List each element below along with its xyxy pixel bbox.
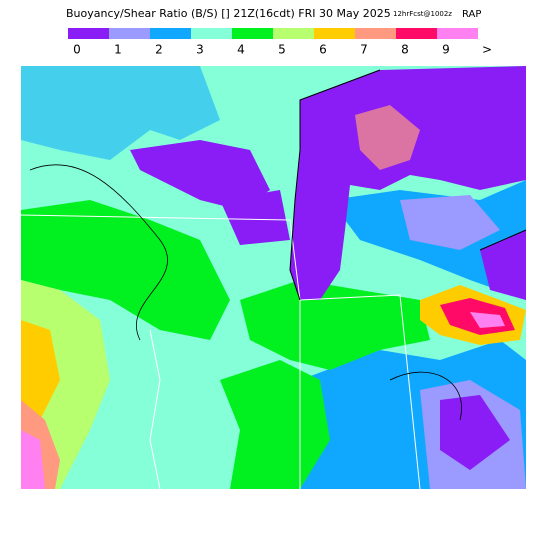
legend-swatch bbox=[150, 28, 191, 39]
legend-overflow: > bbox=[482, 43, 492, 57]
legend-label: 5 bbox=[278, 43, 286, 57]
field-purple bbox=[220, 190, 290, 245]
legend-label: 4 bbox=[237, 43, 245, 57]
legend-swatch bbox=[109, 28, 150, 39]
legend-swatch bbox=[191, 28, 232, 39]
legend-swatch bbox=[396, 28, 437, 39]
field-yellow bbox=[21, 320, 60, 420]
forecast-label: 12hrFcst@1002z bbox=[393, 10, 452, 18]
field-green bbox=[21, 200, 230, 340]
legend-swatch bbox=[68, 28, 109, 39]
field-salmon bbox=[355, 105, 420, 170]
legend-swatch bbox=[437, 28, 478, 39]
model-label: RAP bbox=[462, 9, 481, 20]
legend-label: 1 bbox=[114, 43, 122, 57]
lake-michigan bbox=[290, 66, 526, 300]
legend-label: 9 bbox=[442, 43, 450, 57]
field-green bbox=[220, 360, 330, 489]
state-border bbox=[299, 294, 421, 490]
legend-swatch bbox=[273, 28, 314, 39]
legend-swatch bbox=[232, 28, 273, 39]
field-green bbox=[240, 280, 430, 370]
legend-label: 3 bbox=[196, 43, 204, 57]
legend: 0 1 2 3 4 5 6 7 8 9 > bbox=[68, 28, 492, 57]
contour bbox=[29, 164, 462, 421]
coastline bbox=[289, 69, 527, 301]
legend-label: 0 bbox=[73, 43, 81, 57]
field-pink bbox=[470, 312, 505, 328]
legend-label: 8 bbox=[401, 43, 409, 57]
map-field bbox=[20, 66, 527, 490]
state-border bbox=[149, 329, 161, 490]
field-pink bbox=[21, 430, 45, 489]
field-blue bbox=[21, 66, 220, 160]
legend-swatch bbox=[314, 28, 355, 39]
lake-huron bbox=[480, 230, 526, 300]
title: Buoyancy/Shear Ratio (B/S) [] 21Z(16cdt)… bbox=[66, 7, 391, 20]
field-lavender bbox=[400, 195, 500, 250]
legend-label: 6 bbox=[319, 43, 327, 57]
legend-swatch bbox=[355, 28, 396, 39]
legend-label: 2 bbox=[155, 43, 163, 57]
field-purple bbox=[440, 395, 510, 470]
legend-label: 7 bbox=[360, 43, 368, 57]
state-border bbox=[20, 214, 301, 489]
field-purple bbox=[130, 140, 270, 210]
